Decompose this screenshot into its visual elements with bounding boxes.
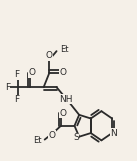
Text: F: F	[15, 95, 20, 104]
Text: O: O	[49, 131, 56, 140]
Text: Et: Et	[60, 45, 69, 54]
Text: Et: Et	[33, 136, 41, 145]
Text: F: F	[15, 70, 20, 79]
Text: O: O	[29, 68, 36, 77]
Text: F: F	[5, 83, 10, 92]
Text: O: O	[46, 51, 53, 60]
Text: O: O	[60, 109, 67, 118]
Text: NH: NH	[59, 95, 73, 104]
Text: S: S	[73, 133, 79, 142]
Text: O: O	[59, 68, 66, 77]
Text: N: N	[110, 129, 117, 137]
